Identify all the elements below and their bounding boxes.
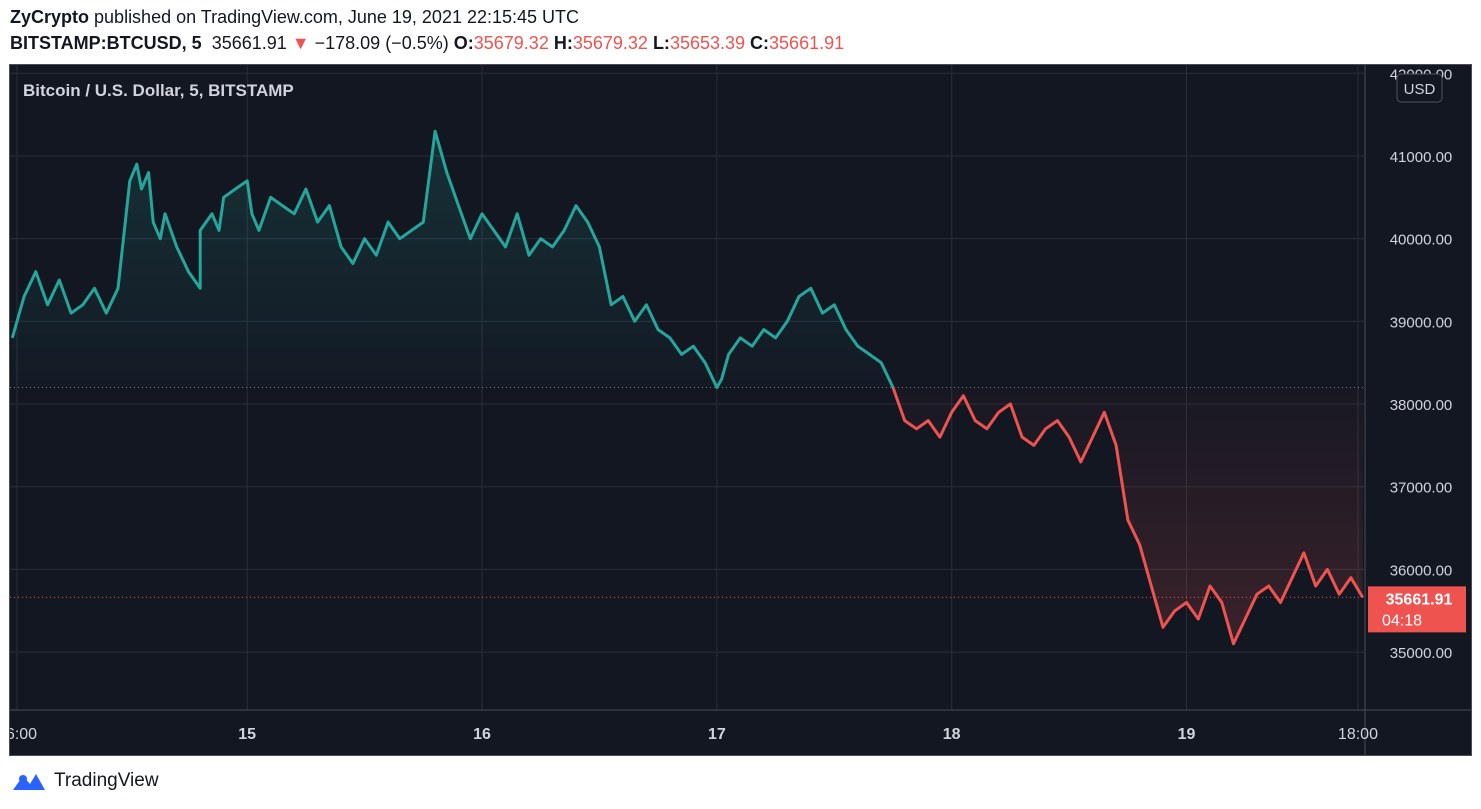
tradingview-logo[interactable]: TradingView <box>10 770 159 792</box>
x-tick-label: 06:00 <box>10 726 37 743</box>
tradingview-cloud-icon <box>13 774 45 790</box>
down-arrow-icon: ▼ <box>291 33 310 53</box>
high-value: 35679.32 <box>572 33 648 53</box>
candle-countdown: 04:18 <box>1382 612 1422 629</box>
x-tick-label: 16 <box>473 726 491 743</box>
x-tick-label: 15 <box>238 726 256 743</box>
low-value: 35653.39 <box>669 33 746 53</box>
low-label: L: <box>652 33 670 53</box>
x-tick-label: 17 <box>708 726 726 743</box>
area-above-baseline <box>12 131 894 388</box>
last-price-tag: 35661.91 04:18 <box>1368 586 1466 633</box>
tradingview-brand: TradingView <box>54 770 159 791</box>
x-tick-label: 18 <box>943 726 961 743</box>
chart-panel[interactable]: 35000.00 36000.00 37000.00 38000.00 39000.00… <box>9 64 1472 756</box>
close-value: 35661.91 <box>769 33 845 53</box>
chart-legend-title[interactable]: Bitcoin / U.S. Dollar, 5, BITSTAMP <box>23 81 294 100</box>
symbol-label: BITSTAMP:BTCUSD, 5 <box>10 33 202 53</box>
y-tick-label: 35000.00 <box>1390 645 1453 662</box>
x-tick-label: 19 <box>1178 726 1196 743</box>
y-tick-label: 39000.00 <box>1390 314 1453 331</box>
price-line-down <box>891 387 1364 646</box>
currency-button[interactable]: USD <box>1396 73 1443 103</box>
price-chart[interactable]: 35000.00 36000.00 37000.00 38000.00 39000.00… <box>10 65 1471 755</box>
open-label: O: <box>453 33 474 53</box>
y-tick-label: 38000.00 <box>1390 397 1453 414</box>
price-lines <box>10 129 1364 646</box>
y-tick-label: 41000.00 <box>1390 149 1453 166</box>
close-label: C: <box>750 33 770 53</box>
publish-text: published on TradingView.com, June 19, 2… <box>94 7 580 27</box>
y-tick-label: 37000.00 <box>1390 480 1453 497</box>
price-change: −178.09 (−0.5%) <box>314 33 449 53</box>
price-line-up <box>10 129 895 389</box>
high-label: H: <box>553 33 573 53</box>
last-price-tag-value: 35661.91 <box>1386 591 1453 608</box>
author-name[interactable]: ZyCrypto <box>10 7 90 27</box>
currency-label: USD <box>1404 81 1436 98</box>
open-value: 35679.32 <box>473 33 549 53</box>
last-price: 35661.91 <box>211 33 287 53</box>
publish-info: ZyCrypto published on TradingView.com, J… <box>10 7 579 28</box>
x-axis[interactable]: 06:00 15 16 17 18 19 18:00 <box>10 726 1378 743</box>
y-tick-label: 40000.00 <box>1390 232 1453 249</box>
y-axis[interactable]: 35000.00 36000.00 37000.00 38000.00 39000.00… <box>1390 66 1453 662</box>
x-tick-label: 18:00 <box>1338 726 1378 743</box>
y-tick-label: 36000.00 <box>1390 562 1453 579</box>
ohlc-bar: BITSTAMP:BTCUSD, 5 35661.91 ▼ −178.09 (−… <box>10 33 844 54</box>
